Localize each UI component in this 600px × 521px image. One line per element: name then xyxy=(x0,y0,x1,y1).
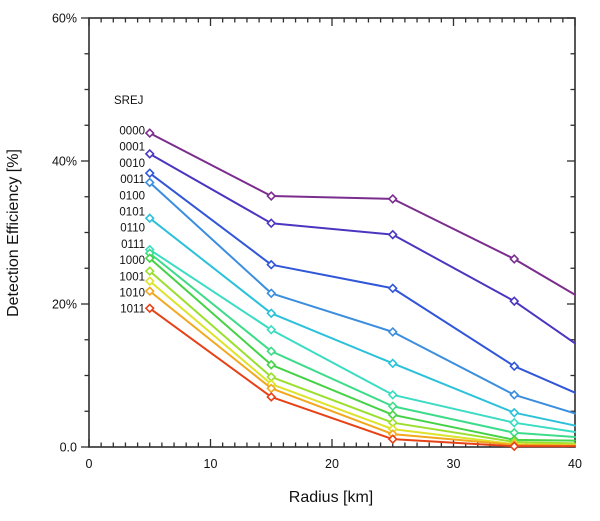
data-point-marker xyxy=(266,191,277,201)
data-point-marker xyxy=(387,229,398,240)
data-point-marker xyxy=(387,358,398,369)
legend-label-0000: 0000 xyxy=(119,126,145,138)
data-point-marker xyxy=(387,409,398,420)
data-point-marker xyxy=(509,407,520,418)
series-markers-1011 xyxy=(144,303,520,452)
data-point-marker xyxy=(509,254,520,264)
series-markers-0110 xyxy=(144,248,520,438)
x-axis-ticks xyxy=(88,18,576,447)
data-point-marker xyxy=(266,346,277,357)
series-markers-0000 xyxy=(144,128,520,264)
data-point-marker xyxy=(144,286,155,297)
x-tick-label: 10 xyxy=(204,457,218,471)
x-tick-label: 30 xyxy=(447,457,461,471)
data-point-marker xyxy=(266,308,277,319)
data-point-marker xyxy=(144,303,155,314)
data-point-marker xyxy=(144,253,155,264)
data-point-marker xyxy=(144,128,155,139)
legend-label-0111: 0111 xyxy=(121,239,145,251)
data-point-marker xyxy=(266,324,277,335)
series-line-0101 xyxy=(148,248,576,433)
data-point-marker xyxy=(144,168,155,179)
y-axis-label: Detection Efficiency [%] xyxy=(5,149,22,317)
legend-label-1000: 1000 xyxy=(119,255,145,267)
x-tick-labels: 0 10 20 30 40 xyxy=(86,457,582,471)
x-tick-label: 40 xyxy=(568,457,582,471)
series-markers-0100 xyxy=(144,213,520,418)
series-markers-0010 xyxy=(144,168,520,372)
data-point-marker xyxy=(387,326,398,337)
data-point-marker xyxy=(144,276,155,287)
legend-title: SREJ xyxy=(114,95,144,107)
legend-label-0010: 0010 xyxy=(119,158,145,170)
data-point-marker xyxy=(509,296,520,307)
plot-border xyxy=(88,17,576,448)
legend-label-0001: 0001 xyxy=(119,142,145,154)
data-point-marker xyxy=(144,266,155,277)
legend-label-0100: 0100 xyxy=(119,190,145,202)
y-axis-ticks xyxy=(81,17,575,448)
legend-label-0110: 0110 xyxy=(120,223,145,235)
legend-label-1011: 1011 xyxy=(120,304,145,316)
series-markers-0011 xyxy=(144,177,520,400)
legend-label-1010: 1010 xyxy=(119,288,145,300)
legend-label-0011: 0011 xyxy=(120,174,145,186)
data-point-marker xyxy=(387,193,398,204)
data-point-marker xyxy=(509,361,520,372)
series-line-0110 xyxy=(148,252,576,438)
legend-label-1001: 1001 xyxy=(119,271,145,283)
data-point-marker xyxy=(509,389,520,400)
data-point-marker xyxy=(144,177,155,188)
data-point-marker xyxy=(266,288,277,299)
data-point-marker xyxy=(387,389,398,400)
series-line-0000 xyxy=(148,132,576,296)
y-tick-label: 20% xyxy=(52,298,77,312)
data-point-marker xyxy=(509,441,520,452)
series-markers-0001 xyxy=(144,148,520,307)
x-tick-label: 20 xyxy=(325,457,339,471)
series-markers-0111 xyxy=(144,253,520,445)
legend-label-0101: 0101 xyxy=(119,207,145,219)
y-tick-labels: 0.0 20% 40% 60% xyxy=(52,12,77,455)
data-point-marker xyxy=(266,259,277,270)
data-point-marker xyxy=(509,417,520,428)
data-point-marker xyxy=(387,401,398,412)
data-point-marker xyxy=(387,434,398,445)
series-line-0010 xyxy=(148,172,576,394)
x-axis-label: Radius [km] xyxy=(288,489,374,506)
data-point-marker xyxy=(266,218,277,229)
data-point-marker xyxy=(144,148,155,159)
data-point-marker xyxy=(144,213,155,224)
y-tick-label: 0.0 xyxy=(60,441,77,455)
y-tick-label: 40% xyxy=(52,155,77,169)
y-tick-label: 60% xyxy=(52,12,77,26)
series-line-1011 xyxy=(148,307,576,448)
data-point-marker xyxy=(266,359,277,370)
x-tick-label: 0 xyxy=(86,457,93,471)
data-point-marker xyxy=(387,283,398,294)
data-point-marker xyxy=(266,392,277,402)
legend: 0000 0001 0010 0011 0100 0101 0110 0111 1000 1001… xyxy=(119,126,145,316)
